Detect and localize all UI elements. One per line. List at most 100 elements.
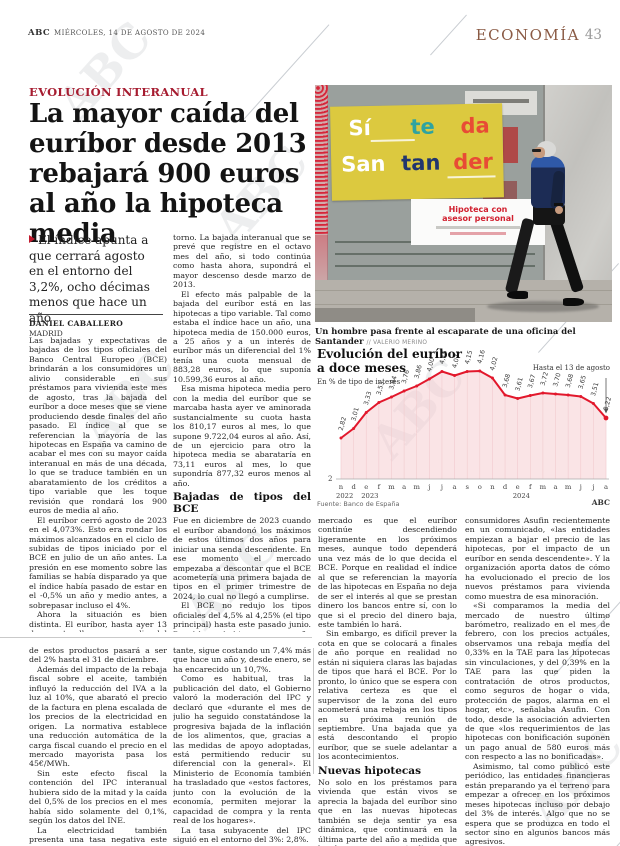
article-paragraph: La electricidad también presenta una tas… xyxy=(29,825,167,846)
svg-text:3,68: 3,68 xyxy=(502,373,512,388)
santander-poster: Sí te da San tan der xyxy=(330,103,504,201)
section-divider-rule xyxy=(0,637,312,638)
brand-logo: ABC xyxy=(28,28,51,38)
photo-caption: Un hombre pasa frente al escaparate de u… xyxy=(315,326,576,346)
man-back-leg xyxy=(549,217,585,294)
svg-text:3,67: 3,67 xyxy=(527,374,537,389)
svg-text:m: m xyxy=(565,483,572,491)
svg-text:3,33: 3,33 xyxy=(363,391,373,406)
news-photo-santander-office: Sí te da San tan der Hipoteca con asesor per… xyxy=(315,85,612,322)
photo-cobblestone xyxy=(315,308,475,322)
article-column-3: mercado es que el euríbor continúe desce… xyxy=(318,516,457,846)
svg-text:3,68: 3,68 xyxy=(565,373,575,388)
article-paragraph: Fue en diciembre de 2023 cuando el euríb… xyxy=(173,516,311,601)
svg-text:e: e xyxy=(364,483,368,491)
edition-date: MIÉRCOLES, 14 DE AGOSTO DE 2024 xyxy=(54,29,206,37)
svg-text:j: j xyxy=(427,483,430,491)
second-article-column-2: tante, sigue costando un 7,4% más que ha… xyxy=(173,646,311,846)
man-front-leg xyxy=(504,217,535,295)
poster-subtext: Hipoteca con asesor personal xyxy=(442,205,514,223)
chart-subtitle: En % de tipo de interés xyxy=(317,378,401,386)
article-paragraph: Sin este efecto fiscal la contención del… xyxy=(29,768,167,826)
article-paragraph: Esa misma hipoteca media pero con la med… xyxy=(173,384,311,488)
chart-source: Fuente: Banco de España xyxy=(317,500,400,508)
poster-letter: tan xyxy=(400,150,441,176)
article-paragraph: El efecto más palpable de la bajada del … xyxy=(173,289,311,384)
svg-text:a: a xyxy=(553,483,557,491)
svg-text:o: o xyxy=(478,483,482,491)
article-paragraph: La tasa subyacente del IPC siguió en el … xyxy=(173,825,311,845)
svg-text:3,86: 3,86 xyxy=(413,364,423,379)
svg-text:a: a xyxy=(604,483,608,491)
chart-plot: 2,82 n 3,01 d 3,33 e 3,53 f 3,64 m 3,76 a 3,86 m 4,00 j… xyxy=(328,349,613,500)
article-subhead: Bajadas de tipos del BCE xyxy=(173,491,311,516)
svg-text:m: m xyxy=(388,483,395,491)
svg-text:2022: 2022 xyxy=(336,492,353,500)
svg-text:s: s xyxy=(465,483,469,491)
article-paragraph: tante, sigue costando un 7,4% más que ha… xyxy=(173,646,311,674)
man-sunglasses xyxy=(532,149,541,152)
svg-text:f: f xyxy=(529,483,532,491)
article-paragraph: No solo en los préstamos para vivienda q… xyxy=(318,777,457,846)
article-paragraph: Además del impacto de la rebaja fiscal s… xyxy=(29,664,167,769)
article-paragraph: Ahora la situación es bien distinta. El … xyxy=(29,610,167,632)
svg-text:3,76: 3,76 xyxy=(401,369,411,384)
svg-text:d: d xyxy=(503,483,508,491)
chart-annotation: Hasta el 13 de agosto xyxy=(532,364,610,372)
article-column-2: torno. La bajada interanual que se prevé… xyxy=(173,233,311,632)
svg-text:n: n xyxy=(490,483,495,491)
article-column-1: Las bajadas y expectativas de bajadas de… xyxy=(29,336,167,632)
article-subhead: Nuevas hipotecas xyxy=(318,764,421,777)
article-standfirst: El índice apunta a que cerrará agosto en… xyxy=(29,233,150,325)
byline: DANIEL CABALLERO MADRID xyxy=(29,314,163,338)
article-paragraph: de estos productos pasará a ser del 2% h… xyxy=(29,646,167,665)
byline-location: MADRID xyxy=(29,329,63,338)
poster-smallprint-bar xyxy=(436,226,520,229)
svg-text:3,72: 3,72 xyxy=(540,371,550,386)
photo-walking-man xyxy=(504,141,597,317)
article-paragraph: El euríbor cerró agosto de 2023 en el 4,… xyxy=(29,515,167,610)
svg-text:2,82: 2,82 xyxy=(338,416,348,431)
column-divider-rule xyxy=(313,648,314,774)
man-watch xyxy=(554,203,563,206)
svg-text:d: d xyxy=(351,483,356,491)
man-face xyxy=(533,147,545,158)
svg-text:3,61: 3,61 xyxy=(514,377,524,392)
svg-text:4,15: 4,15 xyxy=(439,350,449,365)
photo-man-shadow xyxy=(487,301,599,312)
article-paragraph: consumidores Asufin recientemente en un … xyxy=(465,516,610,601)
svg-text:2: 2 xyxy=(328,475,332,483)
svg-text:f: f xyxy=(378,483,381,491)
svg-text:4,16: 4,16 xyxy=(476,349,486,364)
poster-smallprint-bar xyxy=(447,175,496,179)
svg-text:4,15: 4,15 xyxy=(464,350,474,365)
photo-credit: // VALERIO MERINO xyxy=(366,340,428,346)
poster-smallprint-bar xyxy=(370,139,415,142)
section-title: ECONOMÍA xyxy=(475,26,580,44)
man-back-shoe xyxy=(563,298,584,306)
svg-text:3,65: 3,65 xyxy=(577,375,587,390)
svg-text:3,70: 3,70 xyxy=(552,372,562,387)
chart-header: Evolución del euríbor a doce meses En % … xyxy=(317,347,467,386)
chart-credit: ABC xyxy=(591,498,610,507)
svg-text:e: e xyxy=(516,483,520,491)
article-paragraph: Como es habitual, tras la publicación de… xyxy=(173,674,311,826)
poster-letter: San xyxy=(340,151,386,177)
article-paragraph: El BCE no redujo los tipos oficiales del… xyxy=(173,601,311,632)
article-paragraph: Asimismo, tal como publicó este periódic… xyxy=(465,761,610,846)
poster-row-2: San tan der xyxy=(331,149,504,179)
svg-text:3,53: 3,53 xyxy=(376,381,386,396)
svg-text:a: a xyxy=(402,483,406,491)
photo-red-halftone-strip xyxy=(315,85,328,235)
second-article-column-1: de estos productos pasará a ser del 2% h… xyxy=(29,646,167,846)
chart-title: Evolución del euríbor a doce meses xyxy=(317,347,462,375)
svg-text:3,51: 3,51 xyxy=(590,382,600,397)
byline-author: DANIEL CABALLERO xyxy=(29,319,124,328)
poster-row-1: Sí te da xyxy=(330,113,503,143)
page-header: ABC MIÉRCOLES, 14 DE AGOSTO DE 2024 ECON… xyxy=(28,26,608,44)
article-paragraph: mercado es que el euríbor continúe desce… xyxy=(318,516,457,629)
poster-letter: te xyxy=(410,114,436,140)
page-number: 43 xyxy=(584,27,602,43)
poster-letter: da xyxy=(460,113,490,139)
